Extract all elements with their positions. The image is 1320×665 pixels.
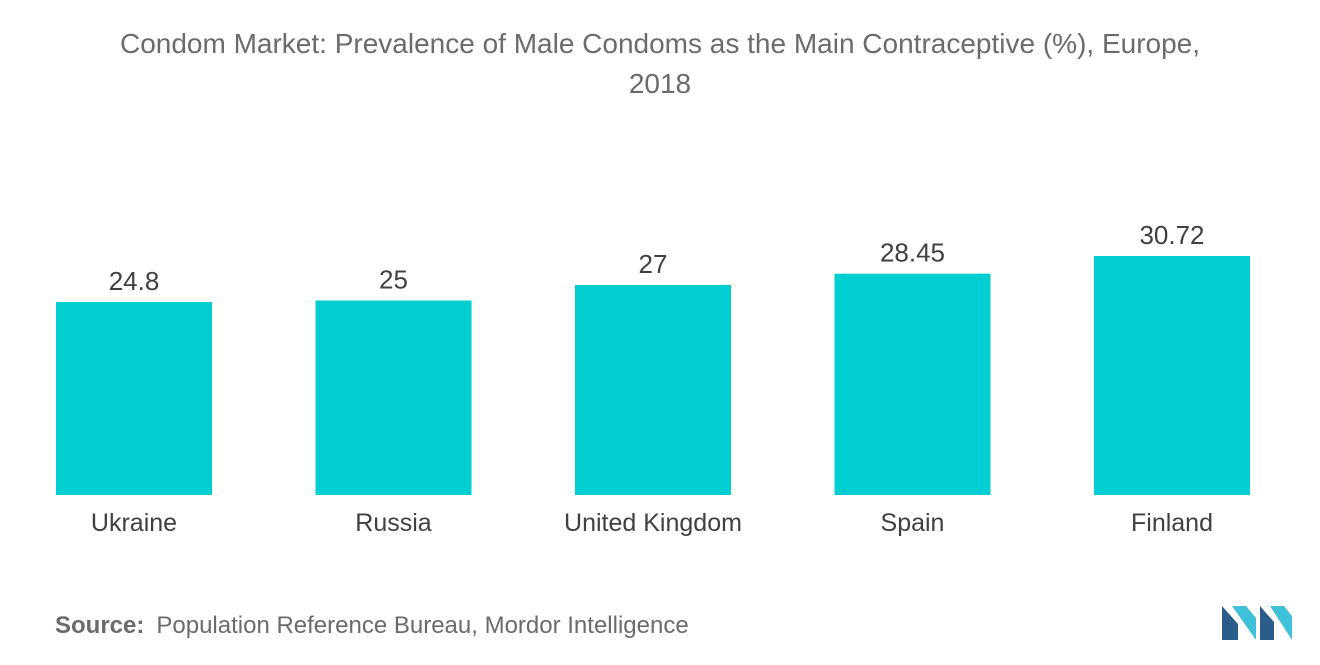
bar-finland <box>1094 256 1250 495</box>
category-label-ukraine: Ukraine <box>91 509 177 537</box>
source-text: Population Reference Bureau, Mordor Inte… <box>156 612 689 639</box>
source-label: Source: <box>55 612 145 639</box>
category-label-russia: Russia <box>355 509 432 537</box>
bar-ukraine <box>56 302 212 495</box>
source-note: Source: Population Reference Bureau, Mord… <box>55 612 689 640</box>
value-labels-group: 24.8 25 27 28.45 30.72 <box>109 220 1205 296</box>
logo-shape-mid-left <box>1232 606 1256 640</box>
bar-united-kingdom <box>575 284 731 495</box>
chart-title: Condom Market: Prevalence of Male Condom… <box>0 24 1320 104</box>
value-label-finland: 30.72 <box>1139 220 1204 250</box>
value-label-spain: 28.45 <box>880 238 945 268</box>
logo-shape-left <box>1222 606 1238 640</box>
value-label-united-kingdom: 27 <box>639 249 668 279</box>
mordor-intelligence-logo-icon <box>1222 606 1292 640</box>
category-label-united-kingdom: United Kingdom <box>564 509 742 537</box>
category-labels-group: Ukraine Russia United Kingdom Spain Finland <box>91 509 1213 537</box>
value-label-russia: 25 <box>379 265 408 295</box>
bar-russia <box>315 300 472 495</box>
bar-spain <box>834 273 991 495</box>
value-label-ukraine: 24.8 <box>109 266 160 296</box>
category-label-spain: Spain <box>881 509 945 537</box>
chart-title-line-1: Condom Market: Prevalence of Male Condom… <box>119 28 1201 59</box>
chart-title-line-2: 2018 <box>628 68 692 99</box>
logo-shape-mid-right <box>1260 606 1274 640</box>
bars-group <box>56 256 1250 495</box>
logo-shape-right <box>1270 606 1292 640</box>
category-label-finland: Finland <box>1131 509 1213 537</box>
